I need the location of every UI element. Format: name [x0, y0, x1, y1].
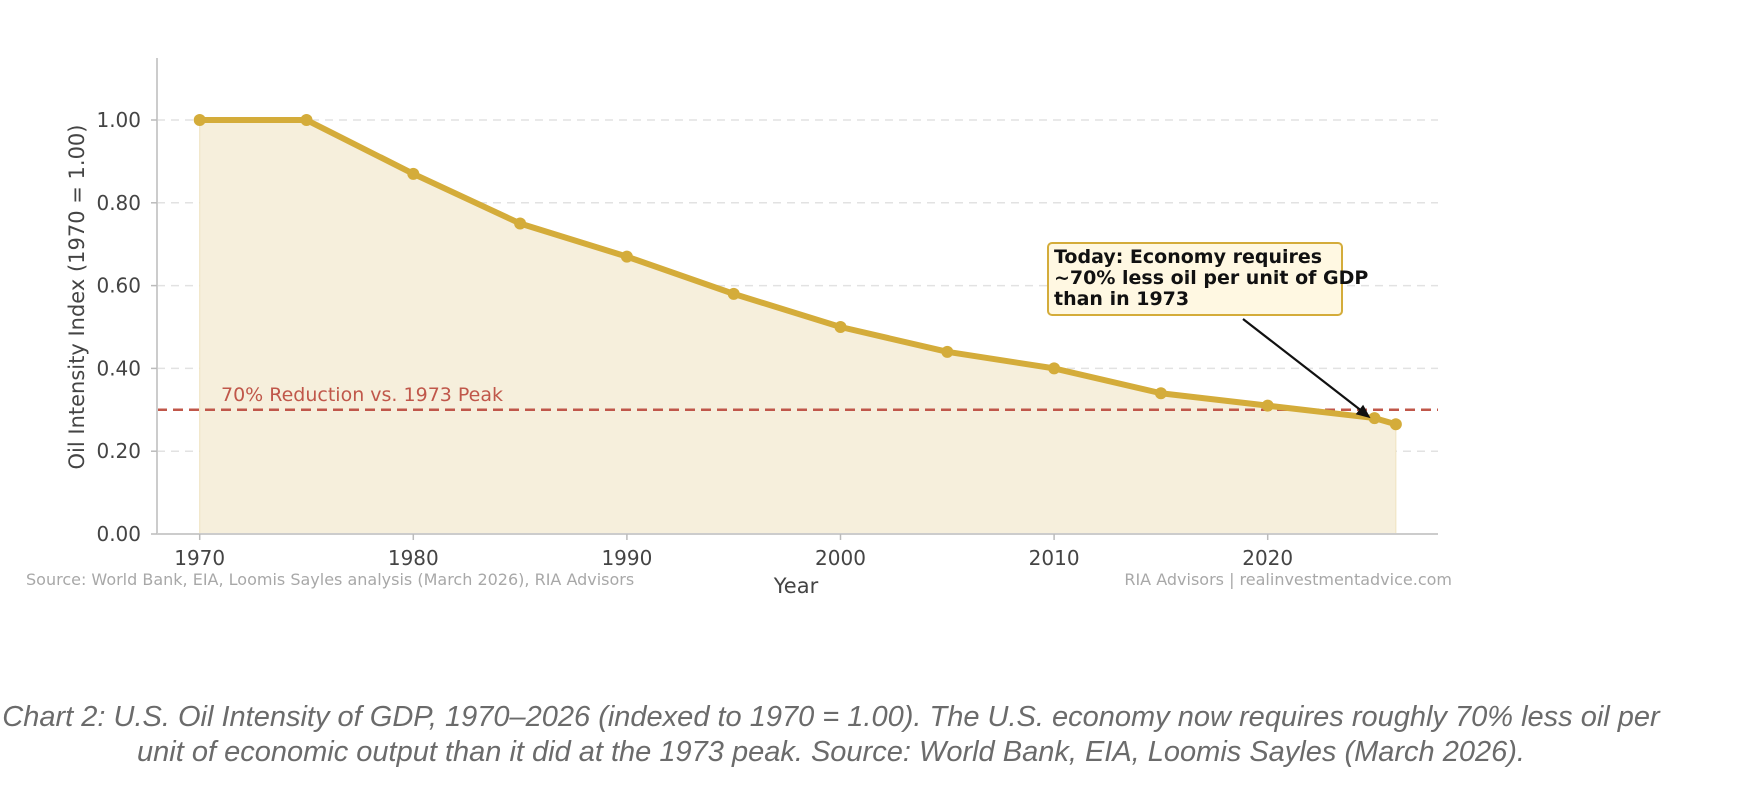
- data-point: [1368, 412, 1381, 425]
- y-tick-label: 0.40: [96, 356, 141, 380]
- y-tick-label: 0.60: [96, 274, 141, 298]
- area-fill: [199, 119, 1397, 535]
- data-point: [620, 250, 633, 263]
- y-tick-label: 0.20: [96, 439, 141, 463]
- annotation-arrowhead-icon: [1355, 404, 1371, 419]
- annotation: Today: Economy requires ~70% less oil per…: [1047, 242, 1371, 419]
- data-point: [941, 345, 954, 358]
- figure-caption: Chart 2: U.S. Oil Intensity of GDP, 1970…: [2, 701, 1660, 768]
- axes: [156, 58, 1438, 535]
- reference-line-label: 70% Reduction vs. 1973 Peak: [221, 384, 503, 406]
- data-point: [514, 217, 527, 230]
- annotation-text-line: ~70% less oil per unit of GDP: [1054, 267, 1368, 289]
- data-point: [1389, 418, 1402, 431]
- data-point: [193, 114, 206, 126]
- oil-intensity-chart: 70% Reduction vs. 1973 Peak 0.00 0.20 0.40…: [26, 58, 1452, 598]
- x-tick-label: 1970: [174, 546, 225, 570]
- data-point: [300, 114, 313, 126]
- source-note: Source: World Bank, EIA, Loomis Sayles a…: [26, 570, 634, 589]
- data-point: [1261, 399, 1274, 412]
- data-point: [1048, 362, 1061, 375]
- x-tick-label: 1980: [388, 546, 439, 570]
- annotation-text-line: Today: Economy requires: [1054, 246, 1322, 268]
- x-tick-label: 2000: [815, 546, 866, 570]
- x-ticks: 1970 1980 1990 2000 2010 2020: [174, 534, 1293, 570]
- y-ticks: 0.00 0.20 0.40 0.60 0.80 1.00: [96, 108, 157, 546]
- data-point: [1154, 387, 1167, 400]
- data-point: [407, 167, 420, 180]
- data-point: [834, 321, 847, 333]
- x-axis-title: Year: [773, 574, 819, 598]
- annotation-arrow: [1242, 318, 1366, 414]
- reference-line-group: 70% Reduction vs. 1973 Peak: [157, 384, 1438, 412]
- x-tick-label: 2020: [1242, 546, 1293, 570]
- x-tick-label: 2010: [1029, 546, 1080, 570]
- watermark-credit: RIA Advisors | realinvestmentadvice.com: [1124, 570, 1452, 589]
- annotation-text-line: than in 1973: [1054, 288, 1189, 310]
- y-tick-label: 0.80: [96, 191, 141, 215]
- y-tick-label: 1.00: [96, 108, 141, 132]
- annotation-box: [1047, 242, 1343, 316]
- y-axis-title: Oil Intensity Index (1970 = 1.00): [65, 125, 89, 470]
- data-points: [193, 114, 1402, 431]
- x-tick-label: 1990: [601, 546, 652, 570]
- data-point: [727, 287, 740, 300]
- annotation-text: Today: Economy requires ~70% less oil per…: [1054, 246, 1368, 310]
- y-tick-label: 0.00: [96, 522, 141, 546]
